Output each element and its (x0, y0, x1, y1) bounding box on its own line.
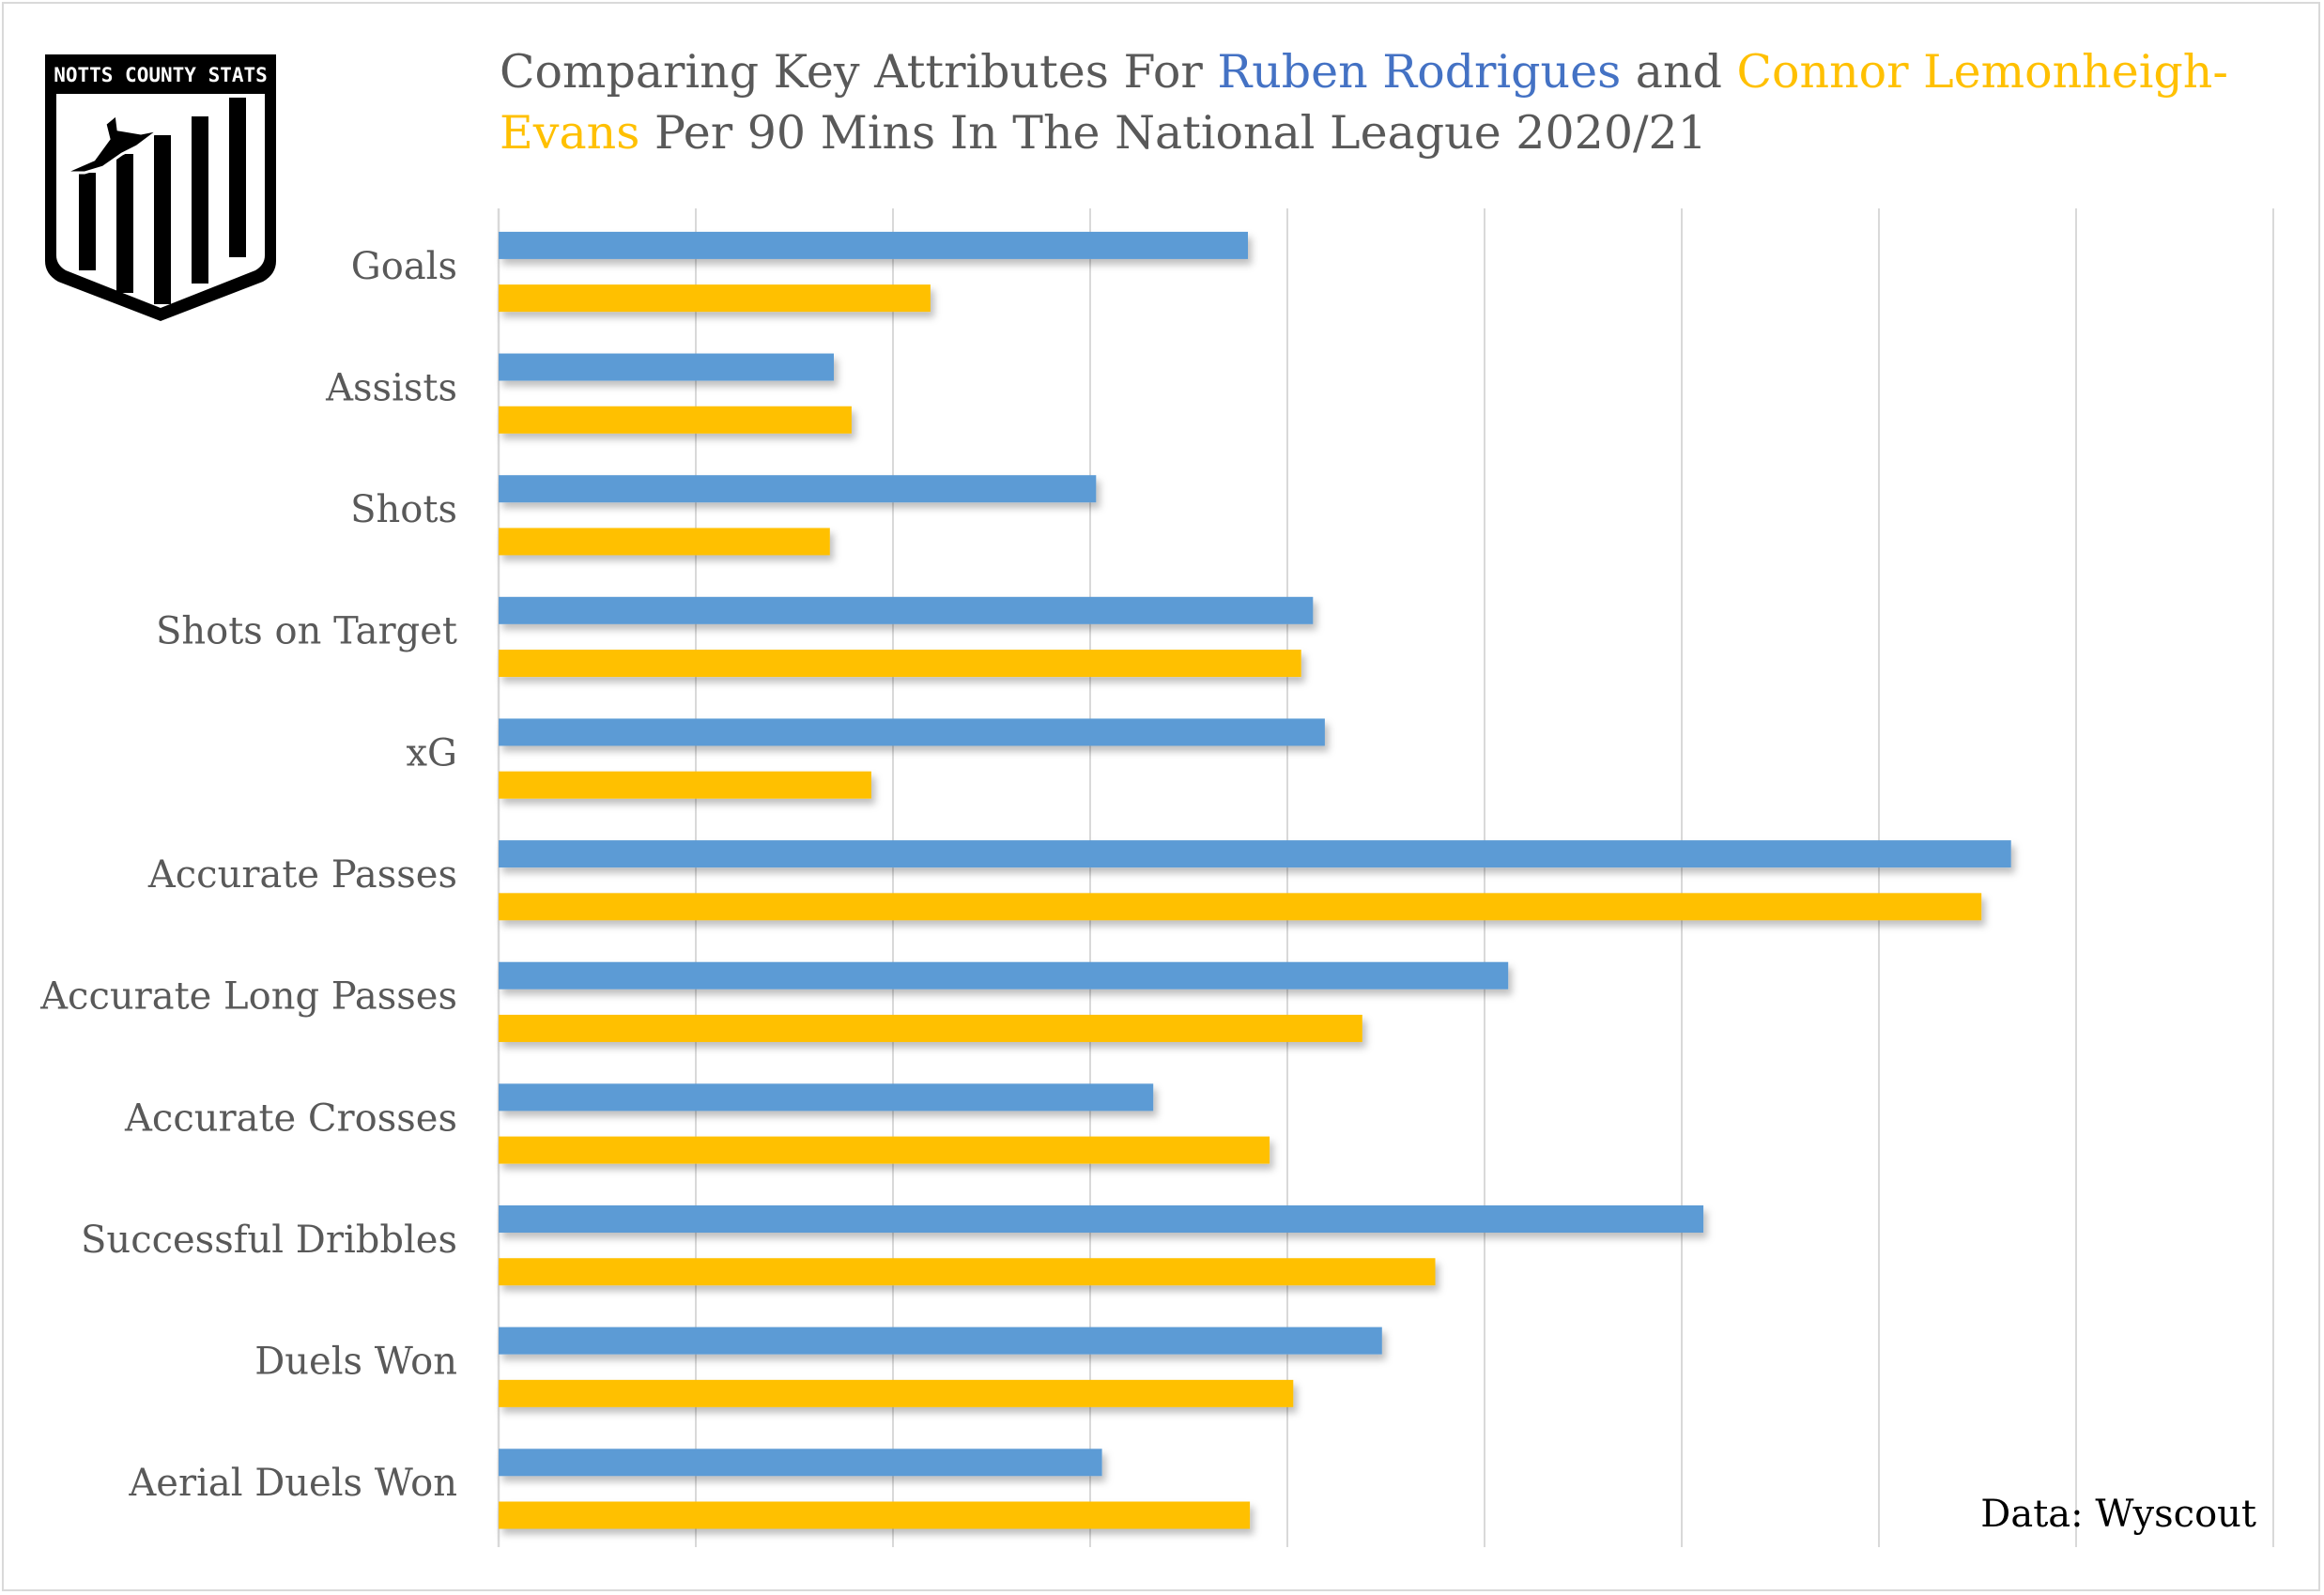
bar-player2-goals (499, 284, 931, 313)
category-label: Duels Won (254, 1341, 457, 1384)
bar-player1-aerial-duels-won (499, 1449, 1102, 1477)
bar-player1-shots (499, 475, 1097, 503)
bar-player2-assists (499, 406, 852, 434)
category-label: Shots on Target (156, 610, 457, 653)
category-label: Goals (351, 245, 457, 288)
bar-player2-duels-won (499, 1379, 1294, 1407)
bar-player2-shots (499, 528, 830, 556)
category-label: Accurate Crosses (124, 1097, 457, 1140)
bar-player1-successful-dribbles (499, 1205, 1704, 1233)
chart-title: Comparing Key Attributes For Ruben Rodri… (500, 41, 2284, 163)
category-labels: Goals Assists Shots Shots on Target xG Accura… (39, 245, 457, 1505)
bar-player2-aerial-duels-won (499, 1501, 1251, 1529)
category-label: Successful Dribbles (81, 1219, 457, 1262)
notts-county-stats-logo: NOTTS COUNTY STATS (38, 49, 284, 327)
gridlines (497, 208, 2274, 1547)
category-label: Accurate Long Passes (39, 975, 457, 1019)
bar-player1-shots-on-target (499, 596, 1314, 624)
bar-player1-accurate-crosses (499, 1083, 1154, 1112)
logo-text: NOTTS COUNTY STATS (54, 64, 268, 86)
title-player2: Connor Lemonheigh-Evans (500, 45, 2228, 160)
bar-player1-goals (499, 231, 1248, 259)
bar-player2-successful-dribbles (499, 1258, 1436, 1286)
data-source: Data: Wyscout (1980, 1493, 2256, 1536)
bar-player1-accurate-passes (499, 840, 2011, 868)
title-player1: Ruben Rodrigues (1217, 45, 1622, 99)
title-part2: and (1621, 45, 1737, 99)
title-part3: Per 90 Mins In The National League 2020/… (639, 106, 1707, 160)
category-label: Assists (325, 366, 457, 409)
bar-player2-accurate-long-passes (499, 1014, 1362, 1042)
bar-player2-accurate-crosses (499, 1136, 1270, 1164)
category-label: Aerial Duels Won (128, 1462, 457, 1505)
bars (499, 231, 2011, 1529)
bar-player2-shots-on-target (499, 650, 1301, 678)
bar-player1-accurate-long-passes (499, 961, 1509, 989)
shield-icon (45, 54, 276, 321)
bar-player1-assists (499, 353, 834, 381)
title-part1: Comparing Key Attributes For (500, 45, 1218, 99)
category-label: Shots (350, 488, 457, 531)
category-label: xG (406, 731, 457, 774)
bar-player1-xg (499, 718, 1325, 746)
category-label: Accurate Passes (147, 853, 457, 897)
bar-player2-xg (499, 771, 871, 799)
bar-player2-accurate-passes (499, 893, 1982, 921)
bar-player1-duels-won (499, 1327, 1382, 1355)
